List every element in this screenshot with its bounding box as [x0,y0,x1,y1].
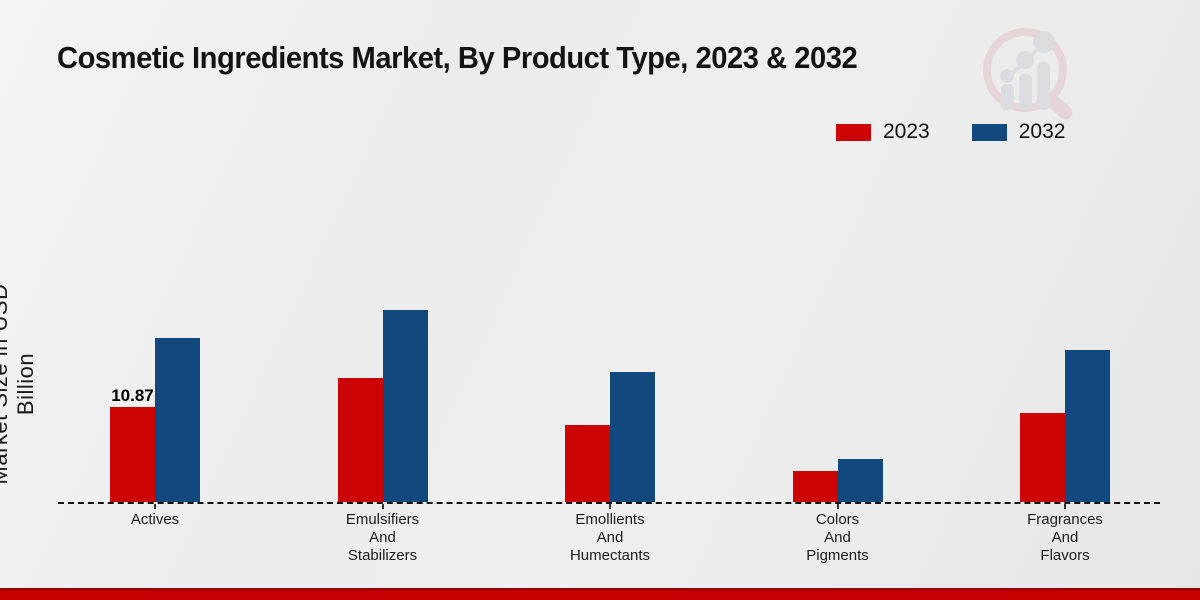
x-axis-tick [381,504,384,509]
footer-accent-bar [0,588,1200,600]
bar-2032-emollients [610,372,655,502]
bar-2023-emollients [565,425,610,502]
category-label-actives: Actives [130,511,180,528]
category-label-colors: Colors And Pigments [806,511,869,564]
chart-title: Cosmetic Ingredients Market, By Product … [57,40,858,75]
x-axis-tick [609,504,611,509]
legend-label-2023: 2023 [883,120,930,143]
x-axis-tick [836,504,839,509]
bar-2032-colors [837,459,883,502]
category-label-fragrances: Fragrances And Flavors [1027,511,1103,564]
bar-2032-actives [155,338,200,502]
bar-2032-emulsifiers [382,310,428,502]
bar-value-label: 10.87 [111,386,154,405]
category-label-emulsifiers: Emulsifiers And Stabilizers [345,511,420,564]
x-axis-tick [1064,504,1066,509]
category-label-emollients: Emollients And Humectants [569,511,651,564]
bar-2032-fragrances [1065,350,1110,502]
legend-swatch-2023 [836,123,871,141]
bar-2023-colors [792,471,838,502]
bar-2023-actives [110,407,155,502]
legend-swatch-2032 [971,123,1007,141]
legend-item-2023: 2023 [836,120,930,144]
x-axis-tick [154,504,156,509]
legend: 2023 2032 [836,120,1065,144]
legend-label-2032: 2032 [1018,120,1066,143]
bar-2023-fragrances [1020,413,1065,502]
bar-2023-emulsifiers [337,378,383,502]
magnifier-bar-chart-logo-icon [983,28,1073,120]
x-axis-baseline [58,502,1160,504]
legend-item-2032: 2032 [971,120,1066,144]
